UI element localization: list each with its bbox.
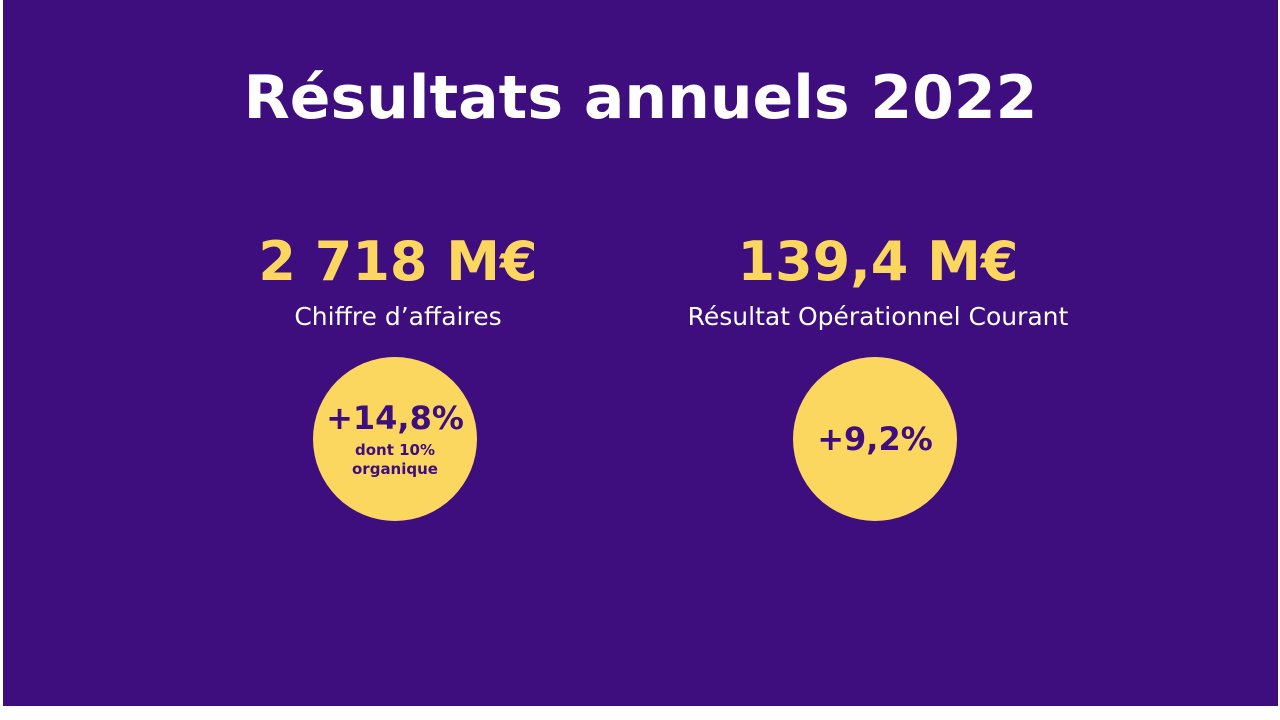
operating-result-growth-value: +9,2% [817, 420, 933, 458]
operating-result-growth-badge: +9,2% [793, 357, 957, 521]
kpi-operating-result-value: 139,4 M€ [737, 230, 1019, 293]
revenue-growth-badge: +14,8% dont 10% organique [313, 357, 477, 521]
slide: Résultats annuels 2022 2 718 M€ Chiffre … [3, 0, 1278, 706]
kpi-revenue: 2 718 M€ Chiffre d’affaires [138, 230, 658, 334]
kpi-revenue-value: 2 718 M€ [258, 230, 538, 293]
revenue-growth-note-line2: organique [352, 460, 438, 478]
kpi-revenue-label: Chiffre d’affaires [294, 302, 502, 331]
kpi-operating-result-label: Résultat Opérationnel Courant [687, 302, 1069, 331]
revenue-growth-note: dont 10% organique [352, 441, 438, 479]
revenue-growth-value: +14,8% [326, 399, 464, 437]
slide-title: Résultats annuels 2022 [243, 63, 1038, 133]
kpi-operating-result: 139,4 M€ Résultat Opérationnel Courant [618, 230, 1138, 334]
revenue-growth-note-line1: dont 10% [354, 441, 435, 459]
